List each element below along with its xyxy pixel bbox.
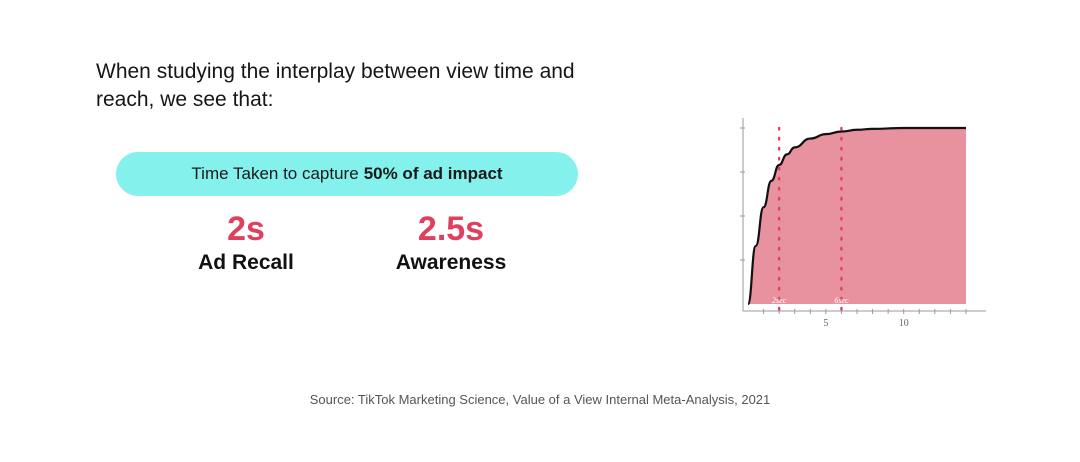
stat-value: 2.5s bbox=[417, 210, 485, 248]
source-note: Source: TikTok Marketing Science, Value … bbox=[309, 392, 771, 407]
stat-label: Awareness bbox=[395, 251, 507, 274]
ad-impact-pill: Time Taken to capture 50% of ad impact bbox=[116, 152, 578, 196]
stat-ad-recall: 2s Ad Recall bbox=[186, 208, 306, 276]
stat-label: Ad Recall bbox=[198, 251, 294, 274]
x-tick-label: 10 bbox=[899, 318, 909, 329]
pill-emphasis: 50% of ad impact bbox=[363, 164, 503, 183]
impact-curve-line bbox=[746, 126, 966, 306]
x-tick-label: 5 bbox=[823, 318, 828, 329]
pill-prefix: Time Taken to capture bbox=[191, 164, 359, 183]
plot-area: 5 10 2sec 6sec bbox=[740, 118, 986, 329]
marker-label-2: 2sec bbox=[772, 296, 787, 305]
marker-label-6: 6sec bbox=[834, 296, 849, 305]
impact-curve-chart: 5 10 2sec 6sec bbox=[740, 118, 986, 329]
curve-area bbox=[748, 128, 966, 304]
stat-awareness: 2.5s Awareness bbox=[380, 208, 522, 276]
stat-value: 2s bbox=[227, 210, 265, 248]
headline: When studying the interplay between view… bbox=[96, 60, 575, 111]
